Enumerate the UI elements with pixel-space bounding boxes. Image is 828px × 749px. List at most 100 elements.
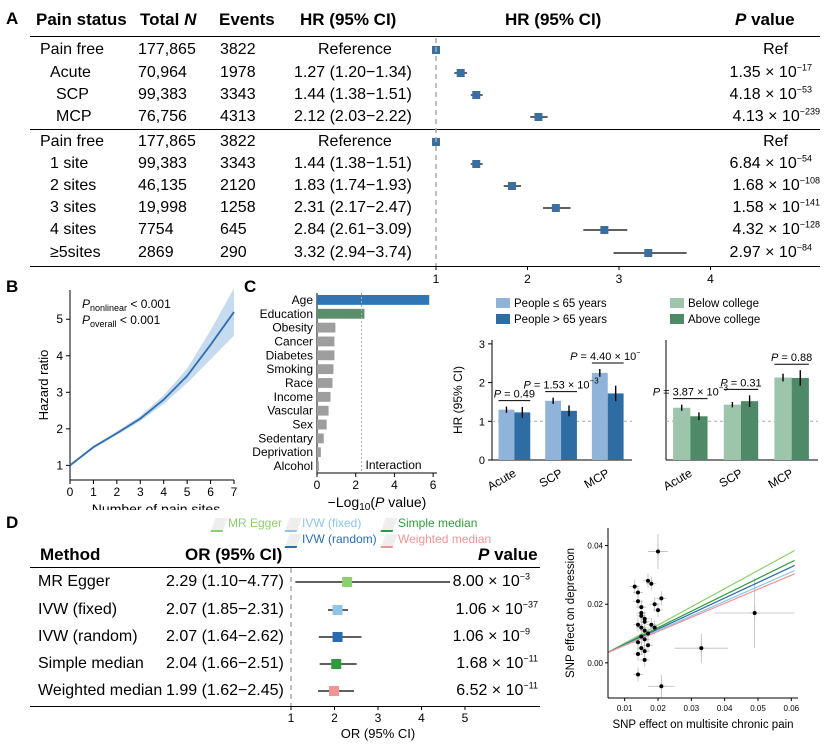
- y-tick-label: 5: [56, 312, 63, 326]
- legend-swatch: [284, 518, 302, 532]
- category-label: Deprivation: [252, 445, 313, 459]
- snp-point: [656, 608, 660, 613]
- category-label: Diabetes: [266, 348, 313, 362]
- row-or-text: 2.04 (1.66−2.51): [166, 655, 284, 672]
- row-p-value: 1.06 × 10−37: [455, 599, 538, 618]
- row-total-n: 19,998: [138, 199, 187, 216]
- y-tick-label: 1: [56, 458, 63, 472]
- row-p-value: 4.13 × 10−239: [732, 106, 820, 125]
- row-total-n: 46,135: [138, 177, 187, 194]
- bar: [774, 377, 792, 460]
- category-label: Acute: [485, 466, 519, 494]
- mr-scatter-plot: 0.01 0.02 0.03 0.04 0.05 0.06 0.00 0.02 0.04 SNP …: [565, 528, 800, 731]
- bar: [591, 372, 608, 460]
- row-hr-text: 2.12 (2.03−2.22): [294, 108, 412, 125]
- category-label: Smoking: [266, 362, 313, 376]
- row-method: IVW (random): [38, 628, 138, 645]
- row-status: ≥5sites: [50, 244, 101, 261]
- snp-point: [642, 649, 647, 654]
- interaction-bar: [317, 336, 335, 347]
- row-p-value: 8.00 × 10−3: [452, 571, 530, 590]
- snp-point: [652, 602, 657, 607]
- p-value-annotation: P = 0.31: [720, 377, 761, 389]
- bar: [498, 409, 515, 460]
- or-marker: [331, 659, 342, 669]
- row-events: 4313: [220, 108, 256, 125]
- legend-swatch: [496, 314, 510, 324]
- header-p-value: P value: [735, 10, 795, 29]
- hr-marker: [551, 204, 560, 212]
- panel-label-d: D: [6, 513, 19, 532]
- y-tick-label: 0.00: [587, 659, 603, 668]
- legend-swatch: [380, 534, 398, 548]
- header-pain-status: Pain status: [36, 10, 127, 29]
- snp-point: [636, 652, 640, 657]
- x-tick-label: 0.05: [750, 704, 766, 713]
- top-rule: [30, 36, 820, 37]
- bar: [791, 377, 809, 460]
- x-tick-label: 0.02: [650, 704, 666, 713]
- category-label: Cancer: [274, 334, 313, 348]
- row-total-n: 70,964: [138, 64, 187, 81]
- row-total-n: 177,865: [138, 41, 196, 58]
- row-p-value: Ref: [763, 41, 788, 58]
- y-axis-label: SNP effect on depression: [565, 548, 577, 678]
- bar: [740, 401, 759, 460]
- snp-point: [639, 605, 644, 610]
- legend-swatch: [670, 298, 684, 308]
- category-label: Acute: [661, 466, 695, 494]
- row-p-value: 6.84 × 10−54: [729, 153, 812, 172]
- row-status: Acute: [50, 64, 91, 81]
- row-status: 1 site: [50, 155, 89, 172]
- category-label: SCP: [717, 466, 745, 490]
- legend-label: People ≤ 65 years: [514, 298, 607, 310]
- interaction-bar-chart: AgeEducationObesityCancerDiabetesSmoking…: [252, 293, 437, 513]
- y-tick-label: 2: [479, 378, 485, 390]
- panel-label-b: B: [6, 277, 19, 296]
- row-p-value: 4.32 × 10−128: [732, 219, 820, 238]
- bottom-rule: [30, 266, 820, 267]
- y-tick-label: 0.04: [587, 542, 603, 551]
- row-events: 290: [220, 244, 247, 261]
- hr-marker: [507, 182, 516, 190]
- row-p-value: 1.35 × 10−17: [729, 62, 812, 81]
- row-status: MCP: [56, 108, 92, 125]
- row-p-value: 1.68 × 10−11: [456, 653, 538, 672]
- bar: [690, 416, 708, 460]
- regression-line: [607, 564, 795, 653]
- row-total-n: 76,756: [138, 108, 187, 125]
- interaction-bar: [317, 378, 333, 388]
- p-value-annotation: P = 0.88: [771, 352, 812, 364]
- or-marker: [329, 686, 340, 696]
- x-tick-label: 4: [160, 485, 167, 499]
- category-label: Vascular: [267, 404, 313, 418]
- snp-point: [649, 581, 654, 586]
- hr-marker: [534, 113, 543, 121]
- legend-label: Above college: [688, 314, 760, 326]
- snp-point: [639, 613, 644, 618]
- x-tick-label: 4: [391, 478, 398, 492]
- legend-label: IVW (random): [302, 532, 377, 546]
- row-status: 2 sites: [50, 177, 97, 194]
- legend-swatch: [496, 298, 510, 308]
- legend-label: Simple median: [398, 516, 478, 530]
- interaction-bar: [317, 433, 324, 444]
- y-axis-label: HR (95% CI): [451, 366, 465, 434]
- axis-tick-label: 2: [524, 272, 531, 286]
- mid-rule: [30, 129, 820, 130]
- legend-label: IVW (fixed): [302, 516, 362, 530]
- row-events: 2120: [220, 177, 256, 194]
- snp-point: [752, 611, 757, 615]
- category-label: Age: [292, 293, 314, 307]
- snp-point: [639, 646, 644, 651]
- p-value-annotation: P = 1.53 × 10−3: [523, 377, 599, 392]
- row-events: 1978: [220, 64, 256, 81]
- p-value-annotation: P = 3.87 × 10−3: [653, 384, 729, 399]
- row-hr-text: 3.32 (2.94−3.74): [294, 244, 412, 261]
- snp-point: [636, 599, 640, 604]
- header-hr: HR (95% CI): [300, 10, 397, 29]
- bottom-rule-d: [30, 706, 540, 707]
- interaction-bar: [317, 405, 329, 416]
- axis-tick-label: 2: [331, 711, 338, 725]
- snp-point: [646, 578, 650, 583]
